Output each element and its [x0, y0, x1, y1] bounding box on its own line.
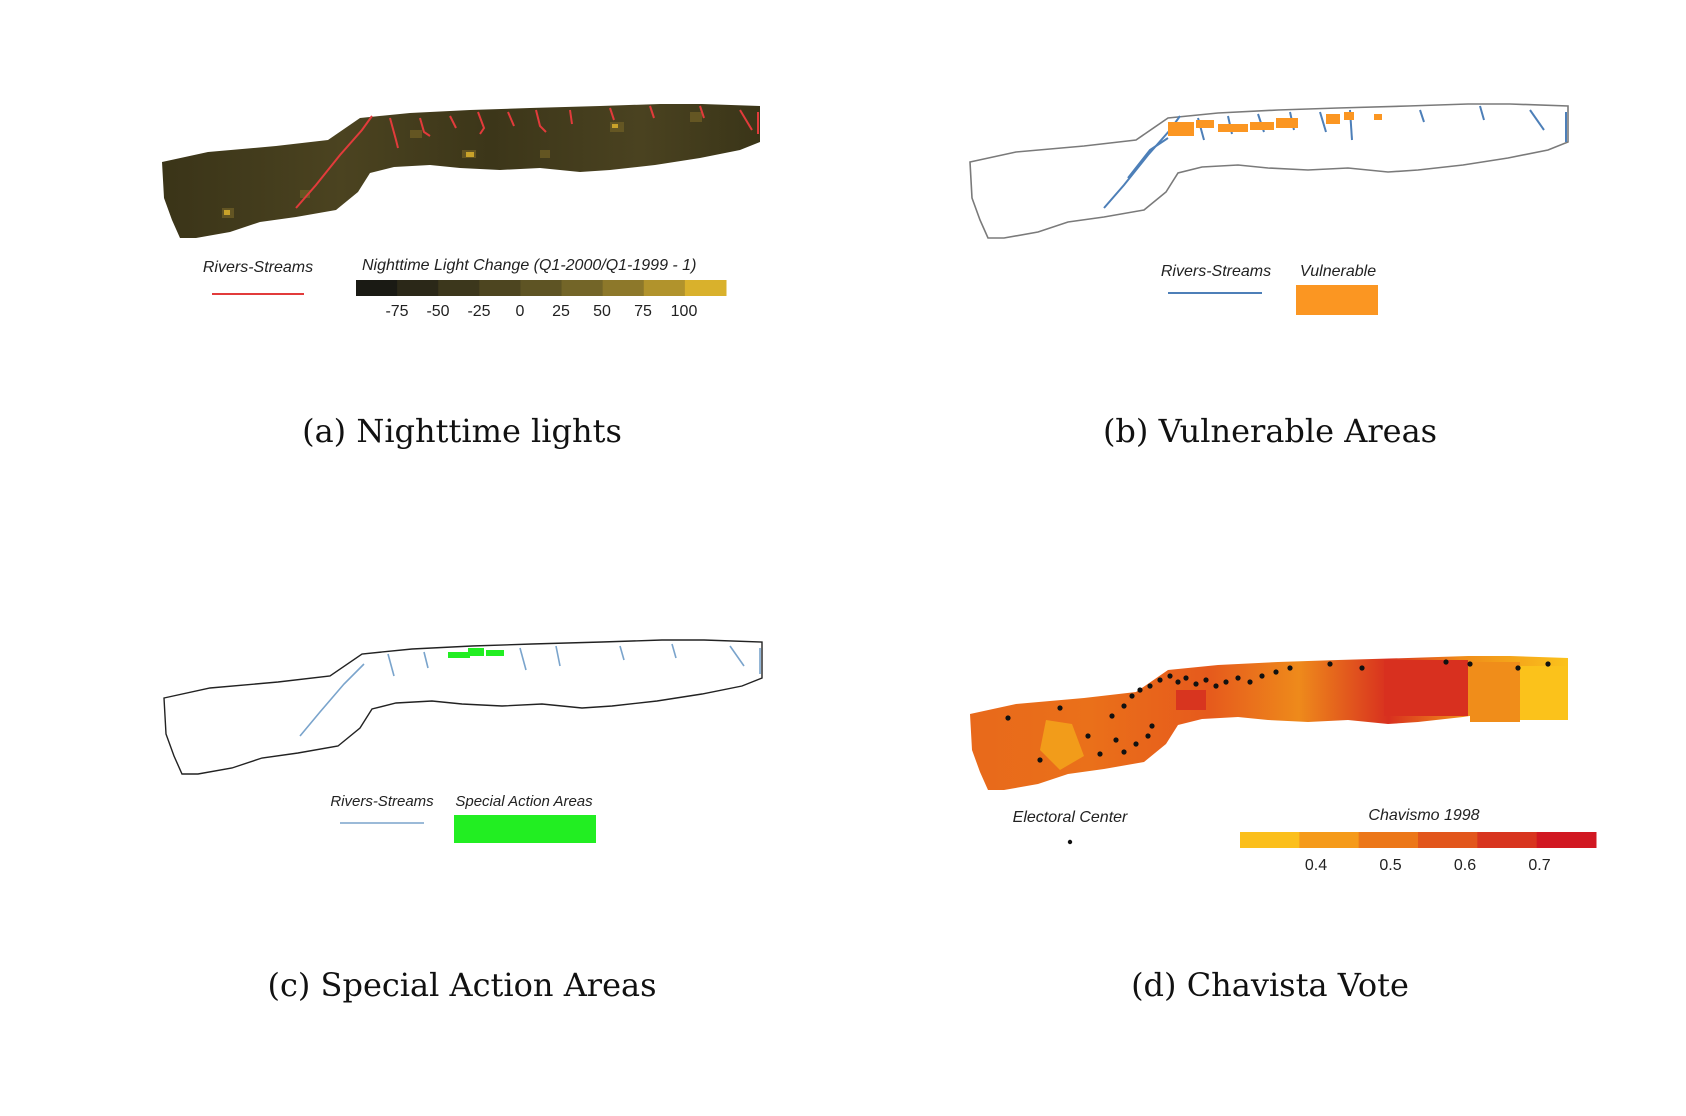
panel-c-legend-rivers-label: Rivers-Streams	[330, 793, 434, 810]
panel-a-colorbar-segment	[684, 280, 727, 296]
panel-b-caption: (b) Vulnerable Areas	[1103, 412, 1437, 450]
panel-a-tick-label: 75	[634, 303, 652, 320]
panel-a-region-map	[162, 104, 760, 238]
panel-a-tick-label: -50	[426, 303, 449, 320]
panel-a-caption: (a) Nighttime lights	[302, 412, 622, 450]
panel-a-colorbar-segment	[561, 280, 604, 296]
panel-d-chavista-vote: Electoral Center Chavismo 1998 0.4 0.5 0.6…	[970, 656, 1597, 1004]
panel-d-tick-label: 0.7	[1528, 857, 1550, 874]
panel-a-colorbar-segment	[479, 280, 521, 296]
panel-d-legend-title: Chavismo 1998	[1368, 807, 1479, 824]
panel-d-legend-center-label: Electoral Center	[1013, 809, 1128, 826]
panel-a-colorbar-segment	[643, 280, 686, 296]
panel-d-colorbar	[1240, 832, 1597, 848]
panel-a-legend-title: Nighttime Light Change (Q1-2000/Q1-1999 …	[362, 257, 696, 274]
panel-a-tick-label: -75	[385, 303, 408, 320]
panel-b-vulnerable-areas: Rivers-Streams Vulnerable (b) Vulnerable…	[969, 103, 1569, 450]
panel-a-colorbar	[356, 280, 727, 296]
panel-a-tick-label: 0	[516, 303, 525, 320]
panel-c-legend-special-swatch	[454, 815, 596, 843]
panel-a-colorbar-segment	[438, 280, 480, 296]
panel-d-colorbar-segment	[1240, 832, 1300, 848]
panel-c-special-action-areas: Rivers-Streams Special Action Areas (c) …	[163, 639, 763, 1004]
panel-a-nighttime-lights: Rivers-Streams Nighttime Light Change (Q…	[162, 104, 760, 450]
panel-d-legend-center-swatch	[1067, 839, 1073, 845]
panel-a-colorbar-ticks: -75 -50 -25 0 25 50 75 100	[385, 303, 697, 320]
panel-d-tick-label: 0.5	[1379, 857, 1401, 874]
panel-b-legend-vulnerable-label: Vulnerable	[1300, 263, 1376, 280]
panel-d-colorbar-segment	[1477, 832, 1538, 848]
panel-a-tick-label: 25	[552, 303, 570, 320]
panel-a-rivers	[295, 105, 759, 209]
panel-d-colorbar-ticks: 0.4 0.5 0.6 0.7	[1305, 857, 1551, 874]
panel-c-rivers	[299, 643, 761, 737]
panel-d-colorbar-segment	[1536, 832, 1597, 848]
panel-a-colorbar-segment	[602, 280, 645, 296]
panel-d-tick-label: 0.6	[1454, 857, 1476, 874]
panel-c-special-patches	[448, 648, 504, 658]
panel-a-colorbar-segment	[356, 280, 398, 296]
panel-c-region-outline	[163, 639, 763, 775]
panel-d-caption: (d) Chavista Vote	[1131, 966, 1409, 1004]
panel-b-legend-rivers-label: Rivers-Streams	[1161, 263, 1271, 280]
panel-a-colorbar-segment	[397, 280, 439, 296]
panel-b-legend-vulnerable-swatch	[1296, 285, 1378, 315]
panel-d-colorbar-segment	[1418, 832, 1478, 848]
panel-a-tick-label: 50	[593, 303, 611, 320]
panel-a-tick-label: -25	[467, 303, 490, 320]
panel-d-colorbar-segment	[1299, 832, 1360, 848]
panel-a-colorbar-segment	[520, 280, 563, 296]
panel-d-tick-label: 0.4	[1305, 857, 1327, 874]
panel-b-region-outline	[969, 103, 1569, 239]
panel-a-tick-label: 100	[671, 303, 698, 320]
panel-a-bright-spots	[224, 124, 618, 215]
panel-d-vote-zones	[1040, 660, 1568, 770]
panel-d-electoral-centers	[1005, 659, 1551, 763]
panel-d-colorbar-segment	[1358, 832, 1419, 848]
panel-a-legend-rivers-label: Rivers-Streams	[203, 259, 313, 276]
panel-c-caption: (c) Special Action Areas	[267, 966, 656, 1004]
panel-b-vulnerable-patches	[1168, 112, 1382, 136]
panel-c-legend-special-label: Special Action Areas	[455, 793, 593, 810]
